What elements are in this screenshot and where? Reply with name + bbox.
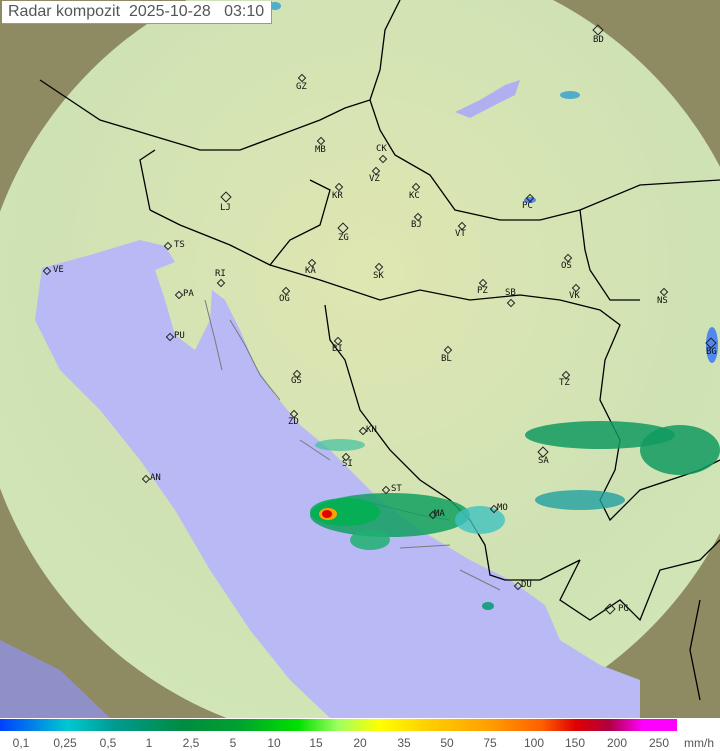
city-label: GZ bbox=[296, 82, 307, 92]
legend-label: 20 bbox=[353, 736, 367, 750]
legend-label: 0,5 bbox=[99, 736, 117, 750]
city-label: PU bbox=[174, 331, 185, 341]
legend-label: 100 bbox=[523, 736, 545, 750]
city-label: AN bbox=[150, 473, 161, 483]
map-title: Radar kompozit 2025-10-28 03:10 bbox=[2, 1, 273, 24]
city-label: DU bbox=[521, 580, 532, 590]
city-label: VK bbox=[569, 291, 580, 301]
city-label: VZ bbox=[369, 174, 380, 184]
city-label: TZ bbox=[559, 378, 570, 388]
city-label: GS bbox=[291, 376, 302, 386]
legend-labels: 0,1 0,25 0,5 1 2,5 5 10 15 20 35 50 75 1… bbox=[0, 734, 720, 751]
legend-label: 50 bbox=[440, 736, 454, 750]
city-label: SK bbox=[373, 271, 384, 281]
legend-label: 35 bbox=[397, 736, 411, 750]
city-label: NS bbox=[657, 296, 668, 306]
city-label: KC bbox=[409, 191, 420, 201]
city-label: OS bbox=[561, 261, 572, 271]
city-label: PA bbox=[183, 289, 194, 299]
city-label: BG bbox=[706, 347, 717, 357]
city-label: SI bbox=[342, 459, 353, 469]
legend-label: 200 bbox=[606, 736, 628, 750]
city-label: OG bbox=[279, 294, 290, 304]
radar-echoes bbox=[269, 2, 720, 610]
city-label: CK bbox=[376, 144, 387, 154]
legend-label: 5 bbox=[229, 736, 237, 750]
city-label: ZD bbox=[288, 417, 299, 427]
city-label: PG bbox=[618, 604, 629, 614]
legend-label: 2,5 bbox=[182, 736, 200, 750]
legend-label: 15 bbox=[309, 736, 323, 750]
city-label: PZ bbox=[477, 286, 488, 296]
city-label: MA bbox=[434, 509, 445, 519]
legend-label: 150 bbox=[564, 736, 586, 750]
city-label: BL bbox=[441, 354, 452, 364]
city-label: KR bbox=[332, 191, 343, 201]
legend-label: 0,25 bbox=[53, 736, 77, 750]
city-label: RI bbox=[215, 269, 226, 279]
city-label: ST bbox=[391, 484, 402, 494]
adriatic-sea bbox=[35, 240, 640, 718]
title-time: 03:10 bbox=[224, 3, 265, 20]
city-label: SB bbox=[505, 288, 516, 298]
legend-label: 250 bbox=[648, 736, 670, 750]
legend-label: 10 bbox=[267, 736, 281, 750]
lake-balaton bbox=[455, 80, 520, 118]
city-label: BJ bbox=[411, 220, 422, 230]
city-label: KN bbox=[366, 425, 377, 435]
outside-sea bbox=[0, 640, 110, 718]
city-label: MO bbox=[497, 503, 508, 513]
city-label: MB bbox=[315, 145, 326, 155]
legend-unit: mm/h bbox=[684, 736, 714, 750]
city-label: LJ bbox=[220, 203, 231, 213]
city-label: ZG bbox=[338, 233, 349, 243]
city-label: VT bbox=[455, 229, 466, 239]
city-label: SA bbox=[538, 456, 549, 466]
legend-label: 0,1 bbox=[12, 736, 30, 750]
title-text: Radar kompozit bbox=[8, 3, 121, 20]
city-label: VE bbox=[53, 265, 64, 275]
city-label: KA bbox=[305, 266, 316, 276]
legend-label: 75 bbox=[483, 736, 497, 750]
title-date: 2025-10-28 bbox=[128, 3, 211, 20]
city-label: PC bbox=[522, 201, 533, 211]
city-label: TS bbox=[174, 240, 185, 250]
city-label: BD bbox=[593, 35, 604, 45]
country-borders bbox=[39, 0, 720, 701]
city-label: BI bbox=[332, 344, 343, 354]
legend-color-scale bbox=[0, 719, 677, 731]
legend-label: 1 bbox=[145, 736, 153, 750]
